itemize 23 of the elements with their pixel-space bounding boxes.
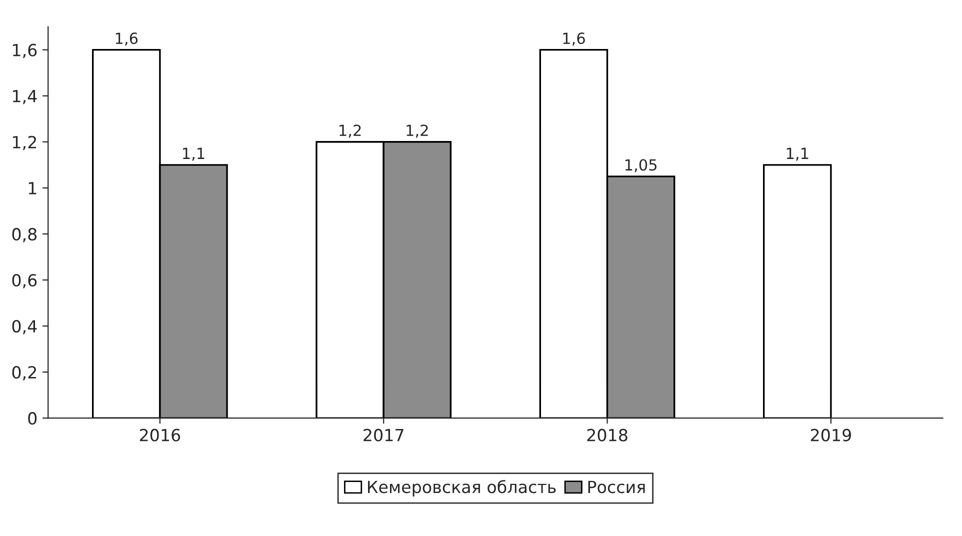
y-tick-label: 1 xyxy=(28,182,36,194)
y-tick-label: 1,4 xyxy=(13,90,37,104)
data-label: 1,6 xyxy=(563,32,585,46)
x-tick-label: 2017 xyxy=(364,428,404,442)
x-tick-label: 2019 xyxy=(810,428,851,442)
data-label: 1,2 xyxy=(340,124,361,138)
y-tick-label: 0,2 xyxy=(12,366,36,380)
x-tick-label: 2016 xyxy=(140,428,180,442)
y-tick-label: 0,6 xyxy=(12,274,37,288)
y-tick-label: 0,4 xyxy=(12,320,37,334)
x-tick-label: 2018 xyxy=(587,428,628,442)
legend-label: Россия xyxy=(588,480,645,494)
data-label: 1,1 xyxy=(786,148,808,161)
y-tick-label: 1,2 xyxy=(13,136,36,150)
data-label: 1,05 xyxy=(625,159,656,172)
legend-label: Кемеровская область xyxy=(368,480,556,496)
bar xyxy=(762,164,832,418)
y-tick-label: 0,8 xyxy=(12,228,37,242)
data-label: 1,2 xyxy=(406,124,428,138)
data-label: 1,1 xyxy=(183,148,204,161)
y-tick-label: 1,6 xyxy=(13,44,37,58)
y-tick-label: 0 xyxy=(28,412,37,425)
data-label: 1,6 xyxy=(116,32,138,46)
